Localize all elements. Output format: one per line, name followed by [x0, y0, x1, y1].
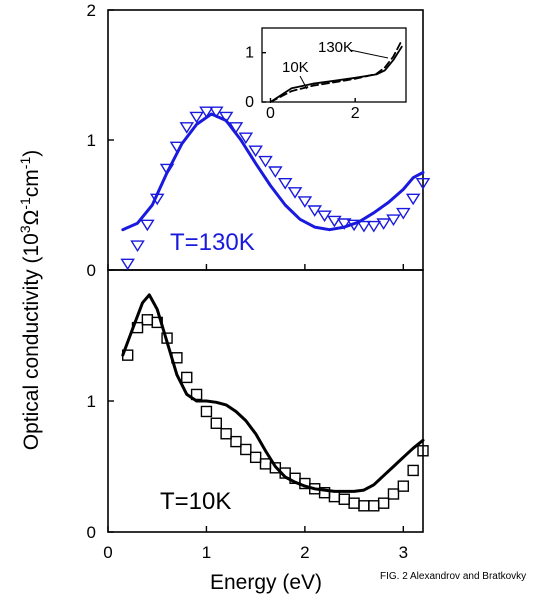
- inset-y-tick-label: 0: [245, 94, 254, 111]
- figure-caption: FIG. 2 Alexandrov and Bratkovky: [380, 571, 526, 582]
- top-triangle-marker: [159, 163, 175, 176]
- bottom-square-marker: [230, 435, 242, 448]
- top-temperature-label: T=130K: [170, 229, 255, 256]
- bottom-square-marker: [121, 349, 134, 361]
- bottom-square-marker: [348, 497, 360, 509]
- bottom-square-marker: [417, 445, 429, 457]
- bottom-x-tick-label: 3: [399, 543, 408, 562]
- bottom-square-marker: [387, 488, 400, 500]
- bottom-square-marker: [407, 464, 419, 477]
- top-triangle-marker: [405, 193, 421, 206]
- top-triangle-marker: [297, 196, 313, 208]
- top-triangle-marker: [218, 111, 234, 124]
- top-triangle-marker: [346, 219, 362, 232]
- top-triangle-marker: [327, 215, 342, 228]
- top-triangle-marker: [248, 145, 263, 158]
- bottom-square-marker: [358, 500, 370, 512]
- bottom-y-tick-label: 1: [87, 392, 96, 411]
- inset-label-130k: 130K: [318, 39, 353, 56]
- top-triangle-marker: [376, 218, 391, 230]
- top-triangle-marker: [130, 240, 145, 253]
- bottom-square-marker: [171, 352, 183, 364]
- inset-series-line: [269, 45, 403, 103]
- top-panel-frame: [107, 9, 424, 271]
- top-triangle-marker: [287, 187, 303, 199]
- inset-series-line: [269, 39, 403, 103]
- bottom-square-marker: [200, 405, 213, 418]
- top-triangle-marker: [120, 258, 135, 271]
- bottom-square-marker: [210, 417, 222, 429]
- top-triangle-marker: [228, 122, 244, 134]
- top-triangle-marker: [199, 106, 214, 119]
- bottom-square-marker: [161, 332, 173, 344]
- top-y-tick-label: 1: [87, 131, 96, 150]
- inset-x-tick-label: 0: [266, 105, 275, 122]
- top-y-tick-label: 2: [87, 1, 96, 20]
- bottom-square-marker: [141, 314, 154, 326]
- bottom-panel-data: [121, 293, 429, 512]
- bottom-square-marker: [220, 428, 232, 440]
- inset-leader-130k: [349, 49, 389, 59]
- top-triangle-marker: [149, 193, 165, 206]
- top-triangle-marker: [415, 177, 431, 190]
- inset-leader-10k: [299, 75, 308, 90]
- top-triangle-marker: [189, 111, 204, 124]
- x-axis-label: Energy (eV): [210, 571, 322, 594]
- bottom-square-marker: [181, 371, 193, 384]
- top-triangle-marker: [336, 218, 352, 230]
- bottom-temperature-label: T=10K: [160, 488, 231, 515]
- top-triangle-marker: [386, 214, 401, 227]
- inset-y-tick-label: 1: [245, 45, 254, 62]
- bottom-series-line: [121, 293, 425, 493]
- inset-data: [269, 39, 403, 103]
- bottom-square-marker: [249, 451, 262, 464]
- bottom-x-tick-label: 2: [300, 543, 309, 562]
- top-triangle-marker: [277, 177, 293, 190]
- bottom-square-marker: [338, 493, 350, 505]
- bottom-y-tick-label: 0: [87, 523, 96, 542]
- top-triangle-marker: [169, 141, 185, 154]
- bottom-square-marker: [397, 480, 410, 492]
- bottom-x-tick-label: 1: [202, 543, 211, 562]
- top-series-line: [121, 112, 425, 232]
- bottom-square-marker: [151, 316, 163, 329]
- inset-frame: [261, 27, 407, 103]
- bottom-square-marker: [240, 443, 252, 456]
- top-triangle-marker: [179, 122, 195, 134]
- top-triangle-marker: [238, 132, 254, 145]
- bottom-square-marker: [377, 497, 390, 509]
- inset-x-tick-label: 2: [351, 105, 360, 122]
- axis-ticks: 0 1 2 0 1 2 3 0 1 0 2 0 1: [87, 1, 409, 562]
- top-y-tick-label: 0: [87, 261, 96, 280]
- top-triangle-marker: [268, 166, 283, 178]
- bottom-x-tick-label: 0: [103, 543, 112, 562]
- top-triangle-marker: [140, 219, 155, 232]
- top-triangle-marker: [396, 207, 411, 220]
- bottom-square-marker: [328, 490, 341, 503]
- bottom-panel-frame: [107, 269, 424, 533]
- bottom-square-marker: [368, 500, 380, 512]
- top-panel-data: [120, 106, 431, 271]
- bottom-square-marker: [259, 458, 272, 470]
- top-triangle-marker: [356, 220, 372, 233]
- y-axis-label: Optical conductivity (103Ω-1cm-1): [17, 150, 43, 451]
- top-triangle-marker: [258, 155, 273, 168]
- inset-label-10k: 10K: [282, 59, 309, 76]
- bottom-square-marker: [190, 388, 203, 401]
- bottom-square-marker: [131, 321, 144, 334]
- top-triangle-marker: [366, 220, 382, 233]
